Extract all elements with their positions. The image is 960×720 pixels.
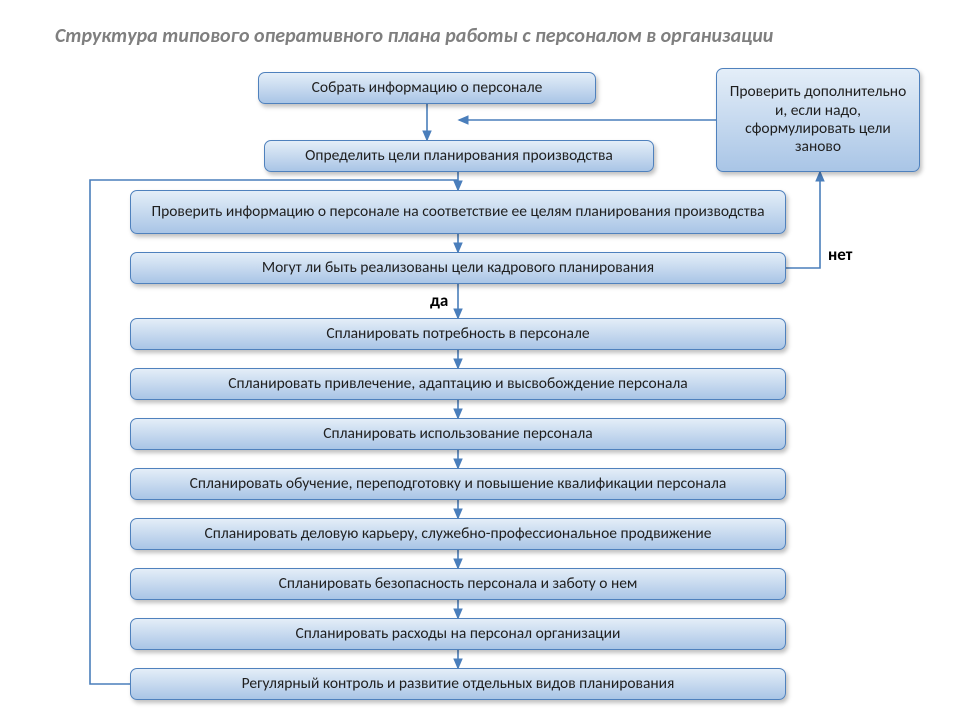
flow-node-label: Спланировать использование персонала [323,425,592,443]
flow-edge-eNo [786,172,820,268]
flow-node-n3: Проверить информацию о персонале на соот… [130,190,786,234]
flow-node-label: Определить цели планирования производств… [305,147,613,165]
flow-node-n8: Спланировать обучение, переподготовку и … [130,468,786,500]
flow-node-label: Спланировать привлечение, адаптацию и вы… [228,375,687,393]
flow-node-label: Спланировать деловую карьеру, служебно-п… [205,525,712,543]
diagram-title: Структура типового оперативного плана ра… [55,24,773,48]
flow-node-n2: Определить цели планирования производств… [264,140,654,172]
flow-node-label: Регулярный контроль и развитие отдельных… [242,675,675,693]
flow-node-label: Проверить дополнительно и, если надо, сф… [725,83,911,156]
flow-node-label: Проверить информацию о персонале на соот… [151,203,764,221]
flow-label-lbl-no: нет [828,244,852,265]
flow-node-label: Могут ли быть реализованы цели кадрового… [262,259,654,277]
flow-node-label: Спланировать безопасность персонала и за… [279,575,638,593]
flow-node-label: Спланировать расходы на персонал организ… [296,625,621,643]
flow-node-n12: Регулярный контроль и развитие отдельных… [130,668,786,700]
flow-node-nR: Проверить дополнительно и, если надо, сф… [716,68,920,172]
flow-label-lbl-yes: да [430,290,448,311]
flow-node-n5: Спланировать потребность в персонале [130,318,786,350]
flow-node-label: Спланировать потребность в персонале [326,325,589,343]
flow-node-label: Собрать информацию о персонале [312,79,543,97]
flow-node-n1: Собрать информацию о персонале [258,72,596,104]
flow-node-n7: Спланировать использование персонала [130,418,786,450]
flow-node-n4: Могут ли быть реализованы цели кадрового… [130,252,786,284]
flow-node-n6: Спланировать привлечение, адаптацию и вы… [130,368,786,400]
flow-node-n10: Спланировать безопасность персонала и за… [130,568,786,600]
flow-node-n11: Спланировать расходы на персонал организ… [130,618,786,650]
flow-node-n9: Спланировать деловую карьеру, служебно-п… [130,518,786,550]
flow-node-label: Спланировать обучение, переподготовку и … [190,475,727,493]
